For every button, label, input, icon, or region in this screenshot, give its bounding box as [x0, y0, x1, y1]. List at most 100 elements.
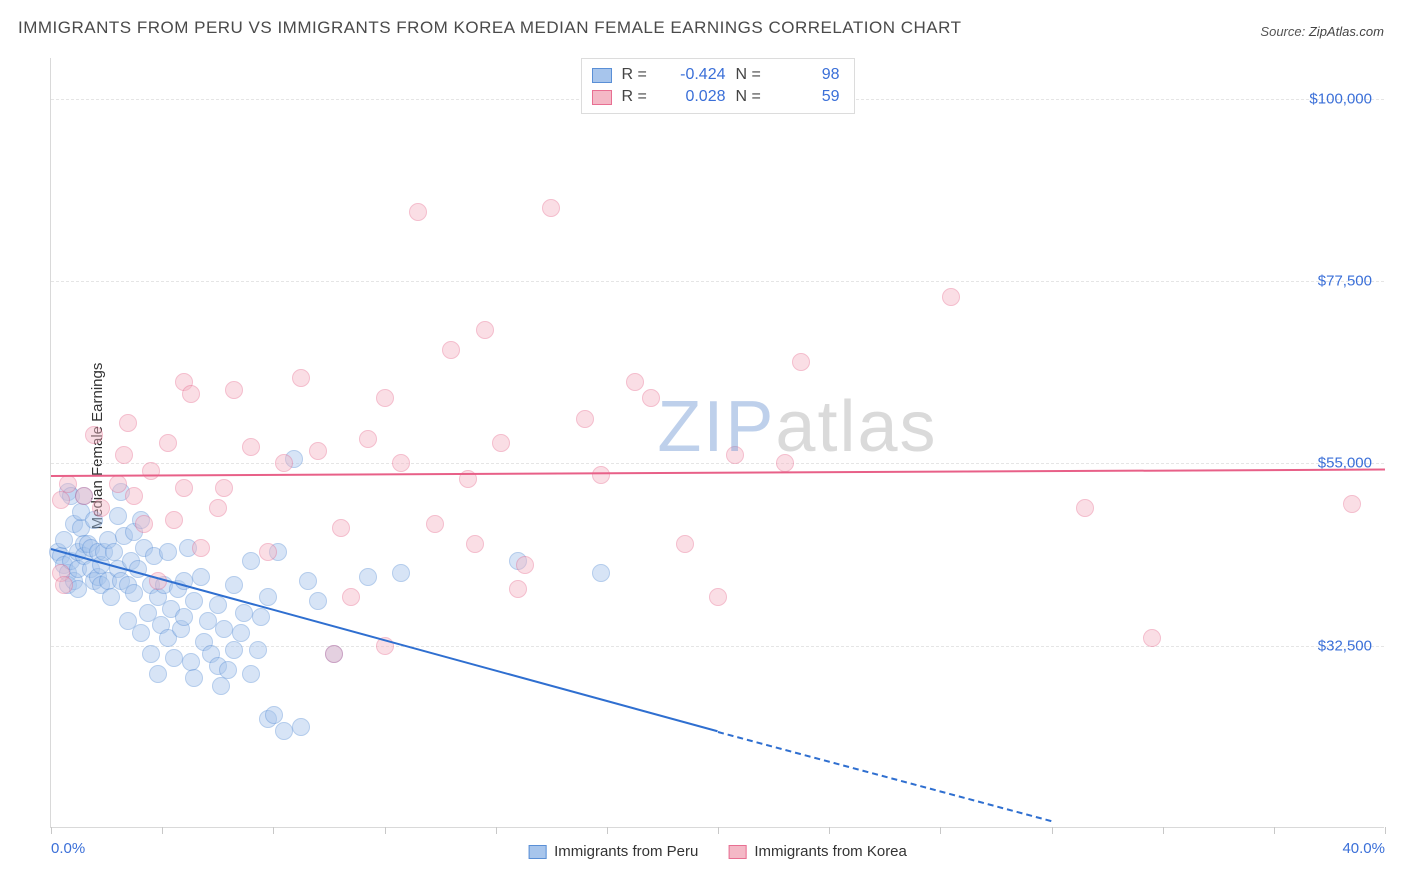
data-point: [209, 499, 227, 517]
data-point: [182, 385, 200, 403]
legend-swatch: [728, 845, 746, 859]
x-tick: [718, 827, 719, 834]
data-point: [109, 475, 127, 493]
data-point: [516, 556, 534, 574]
trend-line-extrapolated: [718, 731, 1052, 822]
data-point: [642, 389, 660, 407]
data-point: [59, 475, 77, 493]
data-point: [509, 580, 527, 598]
x-tick: [385, 827, 386, 834]
data-point: [726, 446, 744, 464]
legend-swatch: [592, 90, 612, 105]
data-point: [265, 706, 283, 724]
data-point: [252, 608, 270, 626]
data-point: [192, 568, 210, 586]
data-point: [215, 620, 233, 638]
data-point: [85, 426, 103, 444]
data-point: [142, 645, 160, 663]
source-credit: Source: ZipAtlas.com: [1260, 24, 1384, 39]
data-point: [75, 487, 93, 505]
data-point: [376, 389, 394, 407]
data-point: [109, 507, 127, 525]
data-point: [275, 722, 293, 740]
data-point: [249, 641, 267, 659]
legend-item: Immigrants from Korea: [728, 843, 907, 860]
data-point: [576, 410, 594, 428]
data-point: [309, 592, 327, 610]
x-tick: [51, 827, 52, 834]
data-point: [709, 588, 727, 606]
series-legend: Immigrants from Peru Immigrants from Kore…: [528, 843, 907, 860]
plot-area: ZIPatlas R =-0.424N =98R =0.028N =59 Imm…: [50, 58, 1384, 828]
watermark: ZIPatlas: [657, 386, 937, 468]
x-tick: [1274, 827, 1275, 834]
legend-r-value: 0.028: [664, 86, 726, 108]
data-point: [115, 446, 133, 464]
data-point: [309, 442, 327, 460]
data-point: [1076, 499, 1094, 517]
data-point: [199, 612, 217, 630]
legend-n-value: 59: [778, 86, 840, 108]
legend-row: R = 0.028 N = 59: [592, 86, 840, 108]
y-tick-label: $32,500: [1318, 637, 1372, 654]
chart-title: IMMIGRANTS FROM PERU VS IMMIGRANTS FROM …: [18, 18, 961, 38]
data-point: [626, 373, 644, 391]
data-point: [192, 539, 210, 557]
data-point: [159, 543, 177, 561]
trend-line: [51, 469, 1385, 477]
data-point: [235, 604, 253, 622]
x-tick-label: 40.0%: [1342, 840, 1385, 857]
data-point: [132, 624, 150, 642]
data-point: [476, 321, 494, 339]
data-point: [242, 665, 260, 683]
source-value: ZipAtlas.com: [1309, 24, 1384, 39]
data-point: [299, 572, 317, 590]
data-point: [259, 543, 277, 561]
data-point: [102, 588, 120, 606]
data-point: [676, 535, 694, 553]
watermark-atlas: atlas: [775, 387, 937, 467]
data-point: [492, 434, 510, 452]
data-point: [175, 479, 193, 497]
gridline: [51, 281, 1384, 282]
legend-r-label: R =: [622, 86, 654, 108]
data-point: [592, 466, 610, 484]
x-tick: [162, 827, 163, 834]
x-tick: [496, 827, 497, 834]
data-point: [225, 576, 243, 594]
x-tick: [607, 827, 608, 834]
data-point: [212, 677, 230, 695]
data-point: [225, 641, 243, 659]
data-point: [332, 519, 350, 537]
data-point: [185, 592, 203, 610]
y-tick-label: $100,000: [1309, 90, 1372, 107]
data-point: [242, 438, 260, 456]
data-point: [219, 661, 237, 679]
data-point: [426, 515, 444, 533]
legend-item: Immigrants from Peru: [528, 843, 698, 860]
data-point: [105, 543, 123, 561]
data-point: [185, 669, 203, 687]
x-tick: [1052, 827, 1053, 834]
legend-label: Immigrants from Peru: [554, 843, 698, 860]
data-point: [242, 552, 260, 570]
legend-row: R =-0.424N =98: [592, 64, 840, 86]
data-point: [325, 645, 343, 663]
data-point: [359, 430, 377, 448]
data-point: [92, 499, 110, 517]
legend-n-label: N =: [736, 64, 768, 86]
data-point: [392, 454, 410, 472]
data-point: [142, 462, 160, 480]
source-label: Source:: [1260, 24, 1305, 39]
y-tick-label: $77,500: [1318, 272, 1372, 289]
correlation-legend: R =-0.424N =98R = 0.028 N = 59: [581, 58, 855, 114]
data-point: [409, 203, 427, 221]
legend-n-label: N =: [736, 86, 768, 108]
data-point: [259, 588, 277, 606]
data-point: [159, 434, 177, 452]
x-tick: [1385, 827, 1386, 834]
x-tick-label: 0.0%: [51, 840, 85, 857]
gridline: [51, 463, 1384, 464]
data-point: [125, 584, 143, 602]
data-point: [165, 511, 183, 529]
